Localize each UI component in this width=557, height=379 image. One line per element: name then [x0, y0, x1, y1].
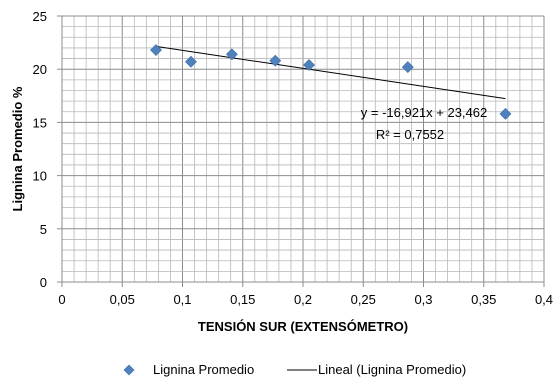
- x-tick-label: 0,1: [173, 292, 191, 307]
- legend-label-series: Lignina Promedio: [153, 362, 254, 377]
- x-tick-label: 0,25: [351, 292, 376, 307]
- legend: Lignina Promedio Lineal (Lignina Promedi…: [123, 362, 466, 377]
- y-tick-label: 10: [33, 169, 47, 184]
- y-tick-label: 20: [33, 62, 47, 77]
- y-tick-label: 0: [40, 275, 47, 290]
- data-point-diamond: [185, 55, 197, 68]
- x-tick-label: 0,2: [294, 292, 312, 307]
- trendline-group: [155, 45, 506, 100]
- data-point-diamond: [269, 54, 282, 67]
- x-tick-label: 0: [58, 292, 65, 307]
- trendline: [155, 45, 506, 100]
- x-tick-label: 0,15: [230, 292, 255, 307]
- data-point-diamond: [401, 61, 414, 73]
- data-point-diamond: [303, 59, 315, 71]
- trendline-r2: R² = 0,7552: [376, 127, 444, 142]
- data-point-diamond: [225, 48, 238, 61]
- data-point-diamond: [499, 107, 512, 120]
- x-axis-title: TENSIÓN SUR (EXTENSÓMETRO): [198, 319, 408, 334]
- data-point-diamond: [150, 44, 162, 56]
- x-tick-label: 0,4: [535, 292, 553, 307]
- y-axis-title: Lignina Promedio %: [10, 86, 25, 211]
- legend-label-trendline: Lineal (Lignina Promedio): [318, 362, 466, 377]
- y-tick-label: 15: [33, 115, 47, 130]
- y-tick-label: 5: [40, 222, 47, 237]
- x-tick-label: 0,3: [414, 292, 432, 307]
- axes: 0 0,05 0,1 0,15 0,2 0,25 0,3 0,35 0,4 0 5 10 15 20 25: [33, 9, 554, 307]
- grid: [62, 15, 545, 282]
- x-tick-label: 0,35: [471, 292, 496, 307]
- trendline-equation: y = -16,921x + 23,462: [361, 105, 487, 120]
- y-tick-label: 25: [33, 9, 47, 24]
- data-points: [150, 44, 512, 120]
- legend-marker-diamond-icon: [123, 364, 135, 376]
- x-tick-label: 0,05: [110, 292, 135, 307]
